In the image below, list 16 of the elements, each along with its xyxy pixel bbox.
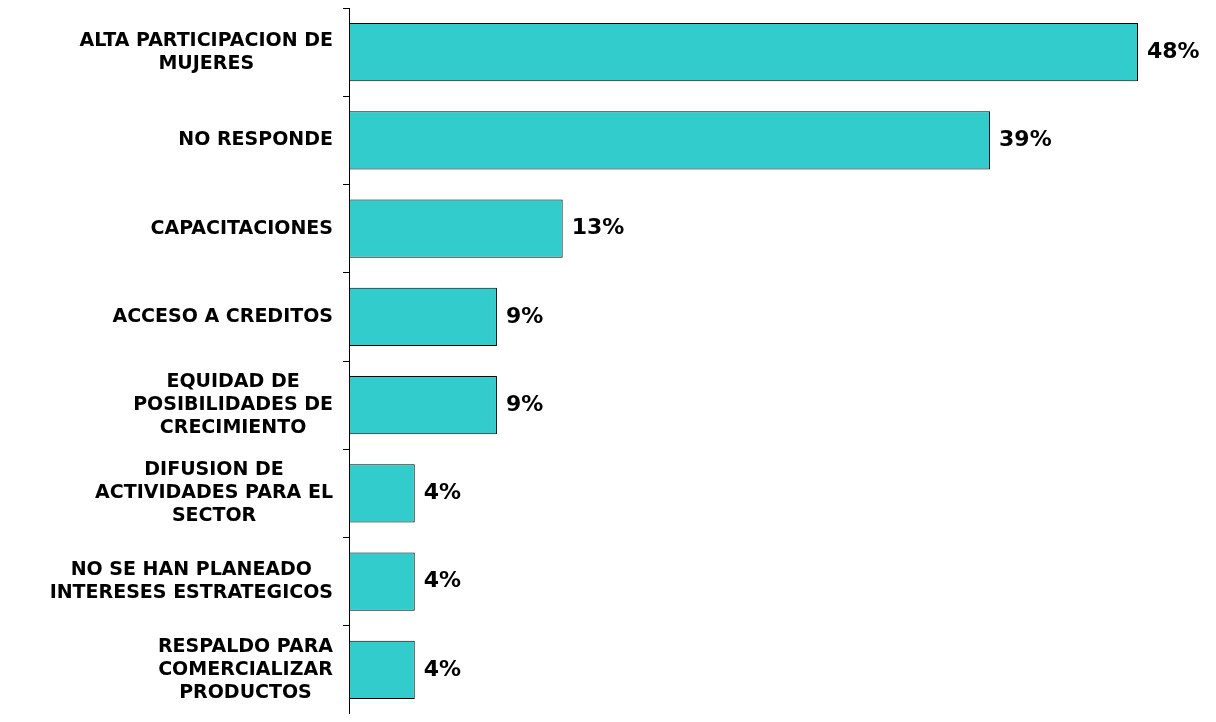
data-label: 4% xyxy=(423,655,462,681)
data-label: 13% xyxy=(571,214,625,240)
y-tick-label: ACCESO A CREDITOS xyxy=(112,303,334,326)
y-tick-label: NO SE HAN PLANEADO INTERESES ESTRATEGICOS xyxy=(49,557,334,603)
data-label: 4% xyxy=(423,479,462,505)
data-label: 48% xyxy=(1147,37,1200,63)
y-tick-label: ALTA PARTICIPACION DE MUJERES xyxy=(79,27,333,73)
y-tick-label: NO RESPONDE xyxy=(178,127,334,150)
data-label: 9% xyxy=(505,302,544,328)
data-label: 4% xyxy=(423,567,462,593)
y-tick-label: DIFUSION DE ACTIVIDADES PARA EL SECTOR xyxy=(95,457,333,526)
y-tick-label: EQUIDAD DE POSIBILIDADES DE CRECIMIENTO xyxy=(133,369,333,438)
data-label: 9% xyxy=(505,390,544,416)
y-tick-label: CAPACITACIONES xyxy=(150,215,333,238)
data-label: 39% xyxy=(999,126,1052,152)
y-tick-label: RESPALDO PARA COMERCIALIZAR PRODUCTOS xyxy=(157,633,334,702)
